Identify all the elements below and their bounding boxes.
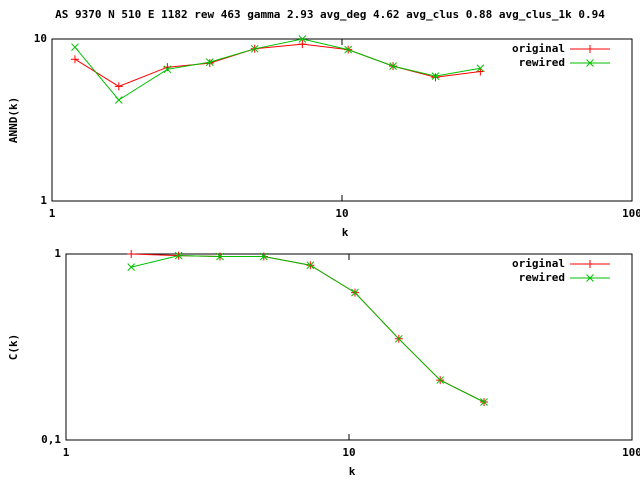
data-point xyxy=(476,64,485,73)
data-point xyxy=(306,261,315,270)
data-point xyxy=(216,252,224,261)
data-point xyxy=(431,73,440,82)
y-tick-label: 0,1 xyxy=(41,433,61,446)
x-axis-label: k xyxy=(342,226,349,239)
legend-marker xyxy=(586,45,594,53)
data-point xyxy=(114,96,123,104)
data-point xyxy=(71,43,79,52)
legend-marker xyxy=(586,260,594,268)
series-line xyxy=(74,38,481,101)
x-tick-label: 10 xyxy=(335,207,348,220)
x-tick-label: 100 xyxy=(622,207,640,220)
data-point xyxy=(114,82,123,91)
chart-title: AS 9370 N 510 E 1182 rew 463 gamma 2.93 … xyxy=(55,8,605,21)
x-tick-label: 1 xyxy=(49,207,56,220)
legend-label: rewired xyxy=(519,271,565,284)
y-tick-label: 1 xyxy=(40,194,47,207)
data-point xyxy=(298,40,307,49)
data-point xyxy=(394,334,403,343)
y-tick-label: 10 xyxy=(34,32,47,45)
data-point xyxy=(70,55,79,64)
data-point xyxy=(389,62,397,70)
legend-label: original xyxy=(512,257,565,270)
data-point xyxy=(205,58,214,66)
data-point xyxy=(127,263,136,271)
data-point xyxy=(480,398,488,406)
data-point xyxy=(351,288,359,297)
y-tick-label: 1 xyxy=(54,247,61,260)
data-point xyxy=(163,65,172,74)
series-line xyxy=(74,43,481,87)
x-tick-label: 10 xyxy=(342,446,355,459)
legend-marker xyxy=(586,59,594,67)
data-point xyxy=(431,72,440,80)
y-axis-label: C(k) xyxy=(7,334,20,361)
data-point xyxy=(205,59,214,68)
x-tick-label: 100 xyxy=(622,446,640,459)
data-point xyxy=(298,35,307,43)
y-axis-label: ANND(k) xyxy=(7,97,20,143)
data-point xyxy=(250,44,259,53)
legend-label: rewired xyxy=(519,56,565,69)
data-point xyxy=(174,251,183,260)
legend-label: original xyxy=(512,42,565,55)
x-tick-label: 1 xyxy=(63,446,70,459)
legend-marker xyxy=(586,274,594,282)
data-point xyxy=(436,376,445,384)
data-point xyxy=(127,250,136,258)
data-point xyxy=(344,45,352,54)
data-point xyxy=(259,252,268,261)
x-axis-label: k xyxy=(349,465,356,478)
